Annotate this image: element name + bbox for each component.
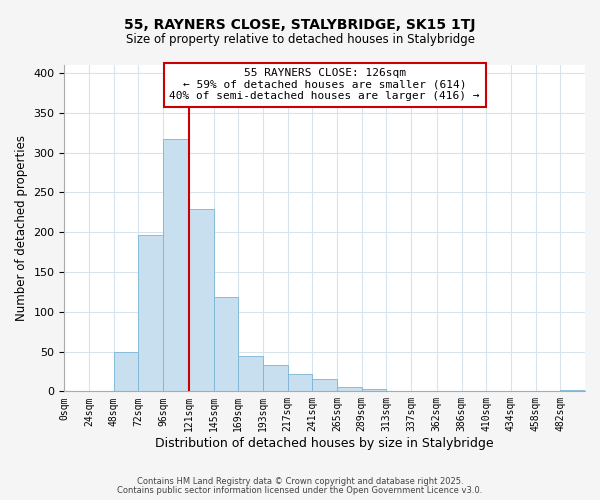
Bar xyxy=(263,365,287,392)
Text: Contains HM Land Registry data © Crown copyright and database right 2025.: Contains HM Land Registry data © Crown c… xyxy=(137,477,463,486)
Bar xyxy=(238,356,263,392)
Bar xyxy=(163,139,189,392)
X-axis label: Distribution of detached houses by size in Stalybridge: Distribution of detached houses by size … xyxy=(155,437,494,450)
Bar xyxy=(362,389,386,392)
Bar xyxy=(114,352,139,392)
Y-axis label: Number of detached properties: Number of detached properties xyxy=(15,135,28,321)
Bar xyxy=(560,390,585,392)
Bar xyxy=(337,386,362,392)
Bar xyxy=(411,390,437,392)
Bar xyxy=(287,374,313,392)
Text: 55, RAYNERS CLOSE, STALYBRIDGE, SK15 1TJ: 55, RAYNERS CLOSE, STALYBRIDGE, SK15 1TJ xyxy=(124,18,476,32)
Bar xyxy=(214,298,238,392)
Bar xyxy=(313,380,337,392)
Bar xyxy=(386,390,411,392)
Bar xyxy=(139,234,163,392)
Text: 55 RAYNERS CLOSE: 126sqm
← 59% of detached houses are smaller (614)
40% of semi-: 55 RAYNERS CLOSE: 126sqm ← 59% of detach… xyxy=(169,68,480,102)
Text: Contains public sector information licensed under the Open Government Licence v3: Contains public sector information licen… xyxy=(118,486,482,495)
Text: Size of property relative to detached houses in Stalybridge: Size of property relative to detached ho… xyxy=(125,32,475,46)
Bar xyxy=(189,209,214,392)
